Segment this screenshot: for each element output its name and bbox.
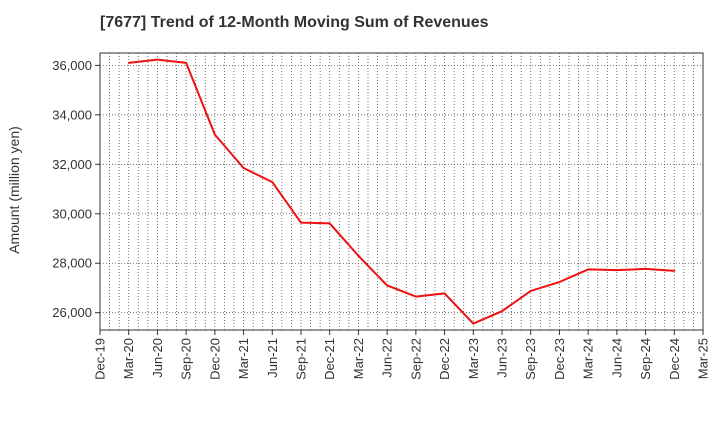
data-point — [443, 292, 446, 295]
data-point — [644, 268, 647, 270]
x-tick-label: Dec-21 — [322, 338, 337, 380]
data-point — [529, 290, 532, 292]
data-point — [414, 295, 417, 298]
x-tick-label: Dec-19 — [93, 338, 108, 380]
x-tick-label: Dec-22 — [437, 338, 452, 380]
data-point — [501, 310, 503, 313]
data-point — [300, 221, 302, 224]
y-tick-label: 32,000 — [52, 157, 92, 172]
data-point — [127, 61, 130, 64]
x-tick-label: Jun-23 — [495, 338, 510, 378]
y-tick-label: 28,000 — [52, 256, 92, 271]
x-tick-label: Sep-24 — [638, 338, 653, 380]
x-tick-label: Jun-22 — [380, 338, 395, 378]
y-tick-label: 36,000 — [52, 58, 92, 73]
data-point — [673, 269, 676, 272]
x-tick-label: Jun-21 — [265, 338, 280, 378]
data-point — [271, 181, 274, 184]
x-tick-label: Dec-23 — [552, 338, 567, 380]
data-point — [615, 269, 618, 272]
x-tick-label: Sep-23 — [523, 338, 538, 380]
data-point — [587, 268, 590, 271]
plot-frame — [99, 52, 704, 331]
data-point — [558, 281, 561, 283]
data-point — [328, 222, 331, 225]
x-tick-label: Sep-20 — [179, 338, 194, 380]
plot-area — [100, 53, 703, 330]
x-tick-label: Sep-22 — [408, 338, 423, 380]
x-tick-label: Mar-25 — [696, 338, 711, 379]
x-tick-label: Mar-22 — [351, 338, 366, 379]
x-tick-label: Sep-21 — [294, 338, 309, 380]
data-point — [357, 254, 360, 257]
x-tick-label: Mar-24 — [581, 338, 596, 379]
chart-title: [7677] Trend of 12-Month Moving Sum of R… — [100, 14, 489, 31]
data-point — [185, 61, 188, 64]
data-point — [472, 322, 475, 325]
x-tick-label: Dec-20 — [207, 338, 222, 380]
y-tick-label: 26,000 — [52, 305, 92, 320]
y-tick-label: 34,000 — [52, 107, 92, 122]
x-tick-label: Mar-23 — [466, 338, 481, 379]
x-tick-label: Dec-24 — [667, 338, 682, 380]
data-point — [213, 133, 216, 136]
data-point — [156, 58, 159, 61]
series-line — [128, 58, 675, 325]
x-tick-label: Jun-24 — [609, 338, 624, 378]
data-point — [386, 284, 389, 287]
x-tick-label: Jun-20 — [150, 338, 165, 378]
data-point — [242, 167, 245, 169]
x-tick-label: Mar-21 — [236, 338, 251, 379]
y-tick-label: 30,000 — [52, 206, 92, 221]
x-tick-label: Mar-20 — [121, 338, 136, 379]
